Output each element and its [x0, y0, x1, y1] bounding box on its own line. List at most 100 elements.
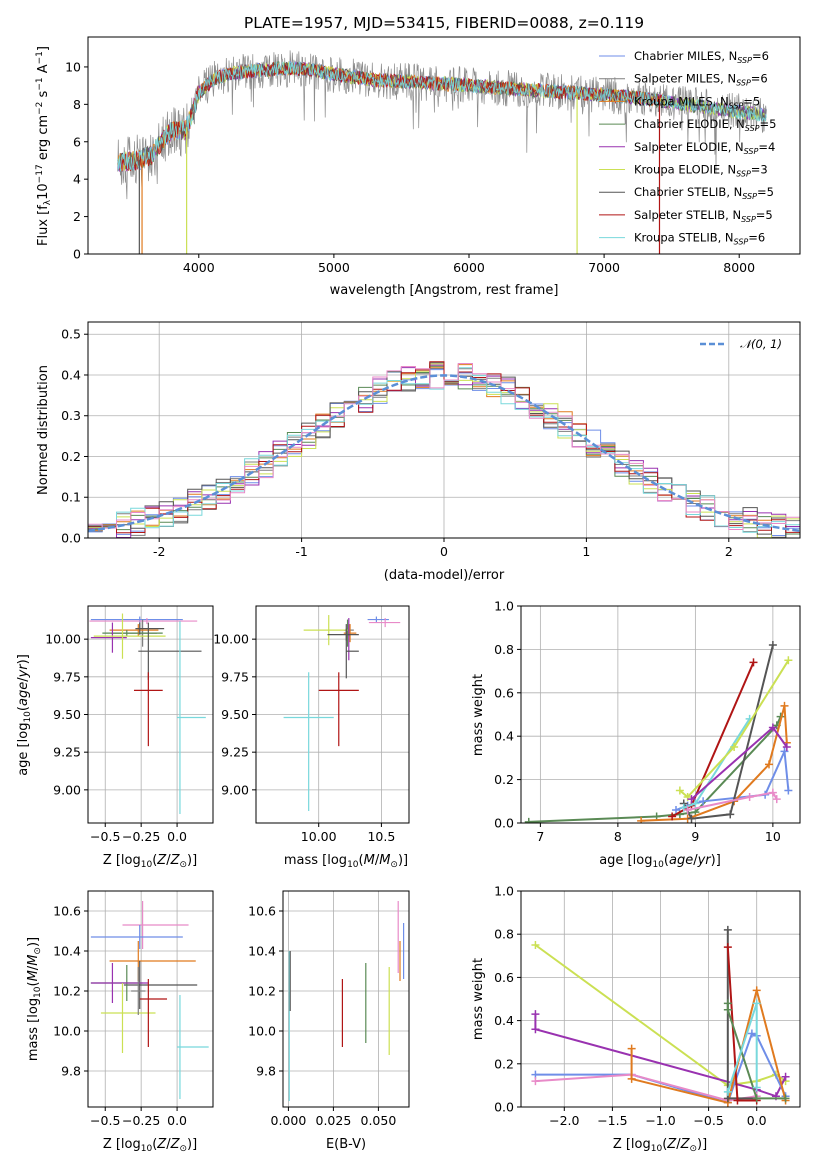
x-tick-label: 10 — [765, 829, 781, 844]
mass-weight-marker — [784, 656, 793, 665]
y-tick-label: 0.3 — [61, 408, 81, 423]
y-tick-label: 0.6 — [494, 970, 514, 985]
mass-weight-marker — [768, 723, 777, 732]
y-tick-label: 9.50 — [53, 707, 81, 722]
mass-weight-marker — [780, 747, 789, 756]
mass-weight-marker — [772, 795, 781, 804]
y-tick-label: 0.2 — [494, 1056, 514, 1071]
mass-weight-marker — [675, 786, 684, 795]
y-tick-label: 10.2 — [248, 984, 276, 999]
y-tick-label: 10.0 — [53, 1024, 81, 1039]
ylabel-sup: −1 — [35, 77, 45, 90]
y-tick-label: 10.6 — [248, 904, 276, 919]
y-tick-label: 0.4 — [61, 367, 81, 382]
age-vs-mass-panel: 10.00 10.5 9.00 9.25 9.50 9.75 10.00 mass [log… — [213, 605, 410, 870]
x-tick-label: 0.000 — [271, 1113, 307, 1128]
y-tick-label: 8 — [73, 97, 81, 112]
y-tick-label: 10.4 — [248, 944, 276, 959]
x-tick-label: −1.0 — [645, 1113, 675, 1128]
weight-vs-age-x-axis-label: age [log10(age/yr)] — [599, 853, 721, 870]
mass-weight-marker — [752, 999, 761, 1008]
mass-vs-z-y-axis-label: mass [log10(M/M⊙)] — [26, 937, 43, 1061]
mass-weight-marker — [699, 797, 708, 806]
x-tick-label: 0.050 — [361, 1113, 397, 1128]
age-vs-mass-grid — [256, 606, 409, 823]
legend-label: Chabrier ELODIE, NSSP=5 — [634, 117, 776, 133]
mass-weight-marker — [683, 805, 692, 814]
weight-vs-age-axes-frame — [520, 605, 801, 824]
x-tick-label: 7 — [536, 829, 544, 844]
normal-fit-curve — [88, 374, 800, 533]
mass-weight-marker — [768, 641, 777, 650]
mass-weight-marker — [531, 1077, 540, 1086]
y-tick-label: 6 — [73, 134, 81, 149]
mass-weight-line — [641, 705, 788, 822]
x-tick-label: −1.5 — [597, 1113, 627, 1128]
weight-vs-age-lines — [524, 641, 793, 823]
mass-weight-marker — [531, 1025, 540, 1034]
mass-weight-marker — [531, 941, 540, 949]
mass-weight-marker — [733, 1096, 742, 1105]
x-tick-label: −0.5 — [693, 1113, 723, 1128]
x-tick-label: 1 — [582, 544, 590, 559]
mass-weight-marker — [782, 743, 791, 752]
y-tick-label: 0.5 — [61, 327, 81, 342]
age-vs-mass-x-axis-label: mass [log10(M/M⊙)] — [284, 853, 408, 870]
y-tick-label: 1.0 — [494, 884, 514, 899]
mass-vs-ebv-grid — [283, 891, 409, 1107]
weight-vs-z-x-axis-label: Z [log10(Z/Z⊙)] — [613, 1137, 707, 1154]
spectrum-legend: Chabrier MILES, NSSP=6 Salpeter MILES, NS… — [599, 49, 776, 247]
y-tick-label: 0.2 — [494, 772, 514, 787]
y-tick-label: 1.0 — [494, 599, 514, 614]
ylabel-sup: −17 — [35, 164, 45, 183]
y-tick-label: 0.0 — [61, 531, 81, 546]
spectrum-series-line — [117, 61, 663, 172]
mass-weight-marker — [627, 1074, 636, 1083]
mass-weight-marker — [752, 1094, 761, 1103]
weight-vs-z-lines — [531, 925, 790, 1107]
ylabel-sup: −2 — [35, 102, 45, 115]
residuals-x-axis-label: (data-model)/error — [384, 568, 505, 583]
age-vs-z-panel: −0.5 −0.25 0.0 9.00 9.25 9.50 9.75 10.00 Z [log… — [16, 605, 214, 870]
x-tick-label: 5000 — [318, 260, 350, 275]
mass-weight-line — [535, 1073, 757, 1102]
y-tick-label: 9.75 — [53, 669, 81, 684]
legend-label: Salpeter ELODIE, NSSP=4 — [634, 140, 775, 156]
y-tick-label: 10.4 — [53, 944, 81, 959]
x-tick-label: −0.5 — [90, 1113, 120, 1128]
mass-weight-marker — [726, 810, 735, 819]
age-vs-mass-ticks: 10.00 10.5 9.00 9.25 9.50 9.75 10.00 — [213, 632, 395, 844]
mass-weight-marker — [780, 701, 789, 710]
x-tick-label: −0.25 — [122, 829, 160, 844]
y-tick-label: 9.8 — [256, 1064, 276, 1079]
spectrum-series — [117, 50, 767, 254]
legend-label: Chabrier STELIB, NSSP=5 — [634, 185, 774, 201]
y-tick-label: 0.0 — [494, 816, 514, 831]
mass-weight-marker — [723, 1005, 732, 1014]
mass-weight-marker — [765, 760, 773, 769]
y-tick-label: 0.0 — [494, 1100, 514, 1115]
mass-vs-z-panel: −0.5 −0.25 0.0 9.8 10.0 10.2 10.4 10.6 Z [log10… — [26, 890, 214, 1154]
y-tick-label: 0 — [73, 247, 81, 262]
y-tick-label: 10.2 — [53, 984, 81, 999]
y-tick-label: 10 — [65, 59, 81, 74]
mass-vs-z-ticks: −0.5 −0.25 0.0 9.8 10.0 10.2 10.4 10.6 — [53, 904, 187, 1129]
mass-vs-ebv-axes-frame — [282, 890, 410, 1108]
spectrum-x-axis-label: wavelength [Angstrom, rest frame] — [330, 283, 559, 298]
mass-weight-marker — [627, 1044, 636, 1053]
mass-weight-marker — [668, 812, 677, 821]
x-tick-label: 2 — [725, 544, 733, 559]
x-tick-label: −2.0 — [549, 1113, 579, 1128]
age-vs-z-x-axis-label: Z [log10(Z/Z⊙)] — [103, 853, 197, 870]
x-tick-label: 7000 — [588, 260, 620, 275]
mass-weight-marker — [637, 816, 646, 823]
ylabel-part: s — [36, 90, 51, 101]
age-vs-z-ticks: −0.5 −0.25 0.0 9.00 9.25 9.50 9.75 10.00 — [45, 632, 187, 844]
residuals-histograms — [88, 361, 800, 538]
age-vs-z-y-axis-label: age [log10(age/yr)] — [16, 654, 33, 776]
y-tick-label: 9.75 — [221, 669, 249, 684]
age-vs-z-errorbars — [89, 613, 206, 814]
weight-vs-age-y-axis-label: mass weight — [471, 674, 486, 756]
x-tick-label: 0.0 — [167, 1113, 187, 1128]
y-tick-label: 0.8 — [494, 927, 514, 942]
